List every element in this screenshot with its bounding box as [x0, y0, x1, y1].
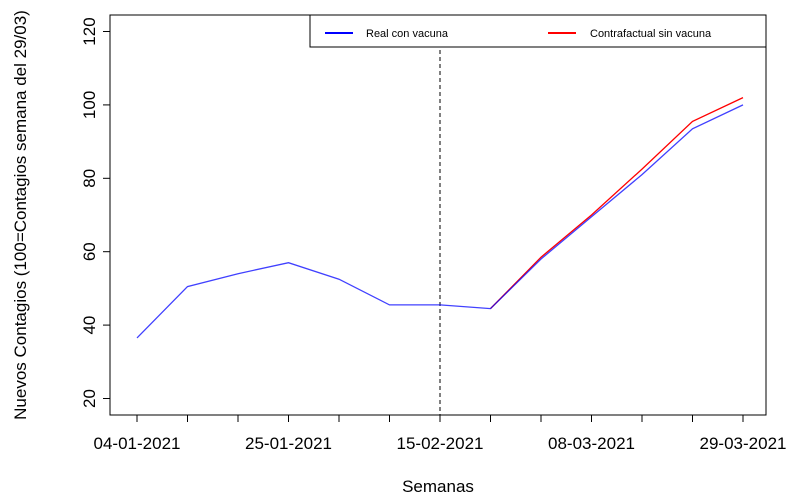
y-axis-title: Nuevos Contagios (100=Contagios semana d… [11, 10, 30, 420]
legend-label-real: Real con vacuna [366, 28, 449, 40]
plot-frame [109, 14, 767, 416]
legend: Real con vacuna Contrafactual sin vacuna [309, 14, 767, 48]
y-tick-label: 60 [80, 242, 99, 261]
x-tick-label: 04-01-2021 [94, 434, 181, 453]
x-tick-label: 29-03-2021 [700, 434, 787, 453]
x-tick-label: 08-03-2021 [548, 434, 635, 453]
series-line-contrafactual [490, 97, 744, 310]
legend-label-contrafactual: Contrafactual sin vacuna [590, 28, 712, 40]
series-layer [136, 97, 744, 339]
y-tick-label: 100 [80, 91, 99, 119]
legend-box [309, 14, 767, 48]
y-axis: 20 40 60 80 100 120 [80, 17, 111, 408]
series-line-real [136, 104, 744, 339]
y-tick-label: 120 [80, 17, 99, 45]
x-axis: 04-01-2021 25-01-2021 15-02-2021 08-03-2021… [94, 414, 787, 453]
y-tick-label: 80 [80, 169, 99, 188]
y-tick-label: 20 [80, 389, 99, 408]
x-tick-label: 15-02-2021 [397, 434, 484, 453]
x-tick-label: 25-01-2021 [245, 434, 332, 453]
y-tick-label: 40 [80, 316, 99, 335]
x-axis-title: Semanas [402, 477, 474, 495]
